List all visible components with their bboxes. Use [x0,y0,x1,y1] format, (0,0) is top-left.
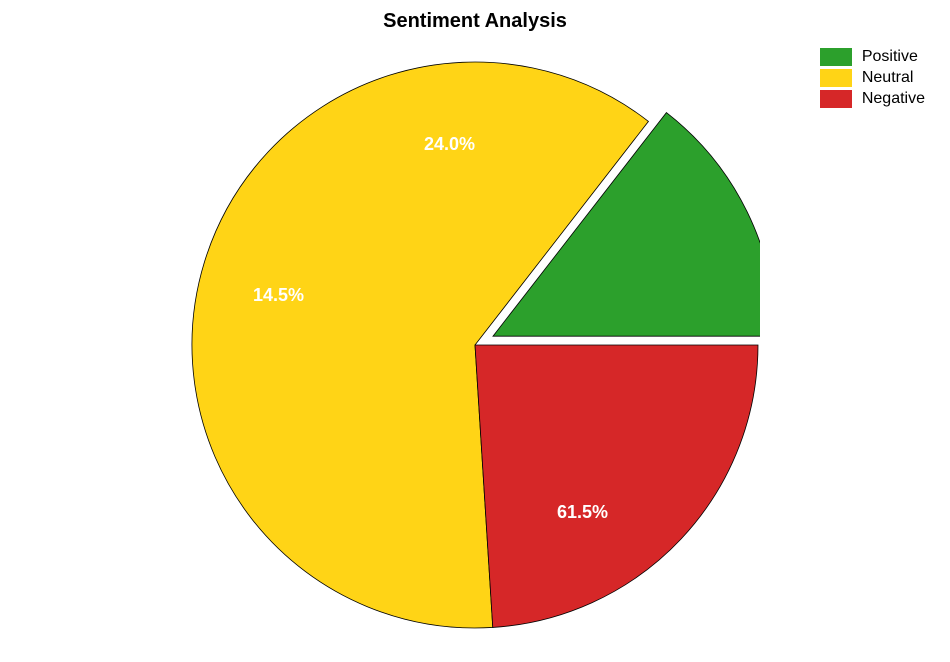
legend-swatch-neutral [820,69,852,87]
legend-label-neutral: Neutral [862,69,914,87]
slice-label-positive: 14.5% [253,285,304,306]
chart-title: Sentiment Analysis [0,10,950,33]
legend-item-positive: Positive [820,48,925,66]
slice-label-neutral: 61.5% [557,502,608,523]
legend-label-positive: Positive [862,48,918,66]
legend-item-negative: Negative [820,90,925,108]
legend-item-neutral: Neutral [820,69,925,87]
slice-label-negative: 24.0% [424,134,475,155]
legend-swatch-negative [820,90,852,108]
sentiment-pie-chart: Sentiment Analysis 14.5% 61.5% 24.0% Posit… [0,0,950,662]
pie-slice-negative [475,345,758,627]
legend-label-negative: Negative [862,90,925,108]
legend-swatch-positive [820,48,852,66]
legend: Positive Neutral Negative [820,48,925,111]
